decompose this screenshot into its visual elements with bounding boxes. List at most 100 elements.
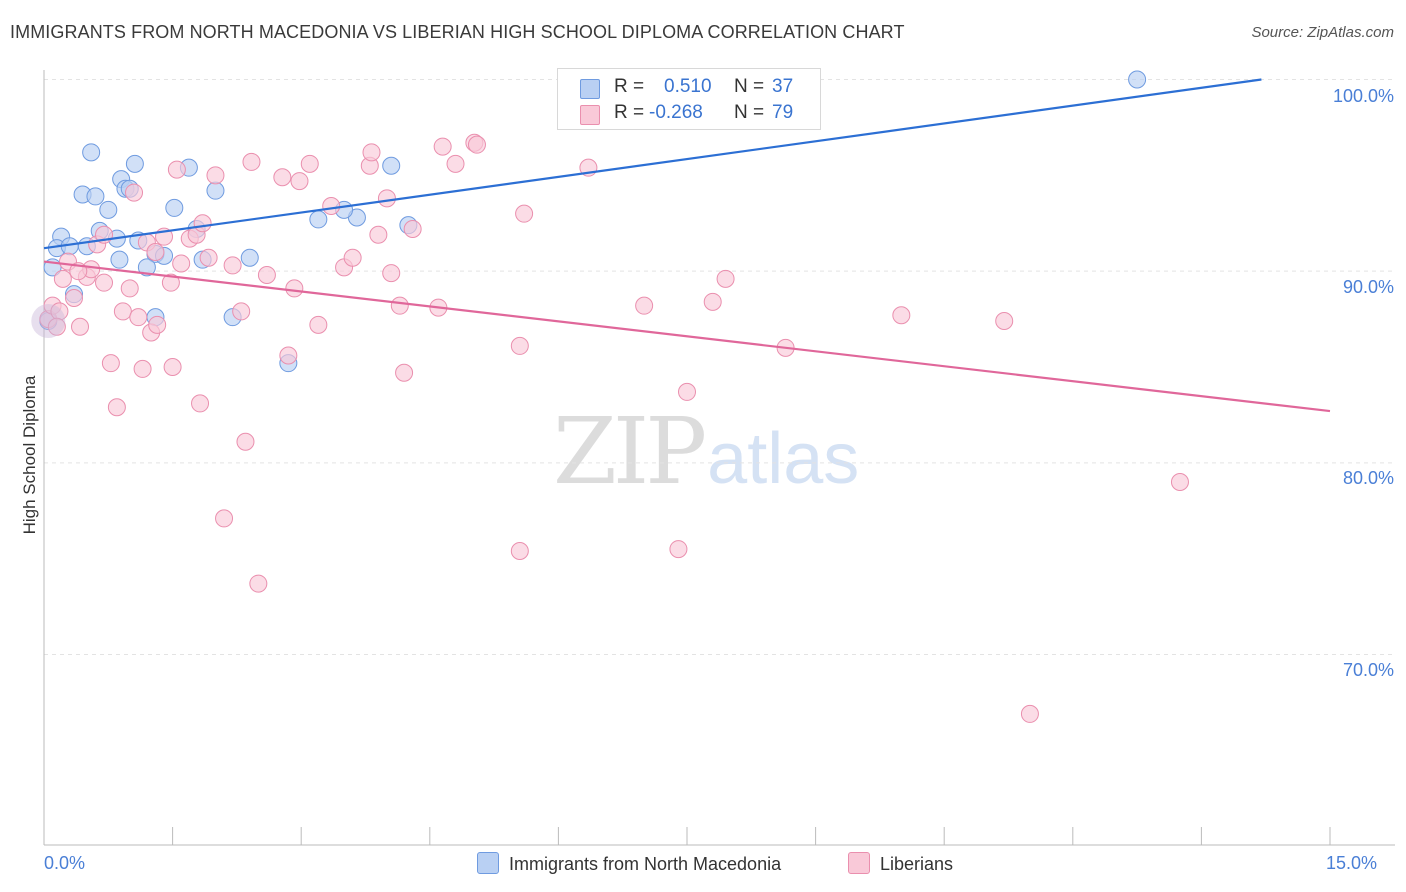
liberian-point [47, 317, 66, 336]
bottom-legend-liberians: Liberians [848, 852, 953, 875]
liberian-point [107, 398, 126, 417]
bottom-legend-swatch-macedonia [477, 852, 499, 874]
liberian-point [300, 154, 319, 173]
liberian-point [161, 273, 180, 292]
macedonia-point [382, 156, 401, 175]
liberian-point [467, 135, 486, 154]
macedonia-point [137, 258, 156, 277]
liberian-point [362, 143, 381, 162]
liberian-point [635, 296, 654, 315]
liberian-point [403, 220, 422, 238]
macedonia-point [82, 143, 101, 162]
liberian-point [206, 166, 225, 185]
correlation-legend: R = 0.510 N = 37 R = -0.268 N = 79 [557, 68, 821, 130]
y-tick-label-80: 80.0% [1342, 468, 1394, 488]
legend-n-value: 37 [772, 76, 794, 97]
liberian-point [1170, 473, 1189, 491]
liberian-point [53, 269, 72, 288]
liberian-point [249, 574, 268, 593]
macedonia-point [240, 248, 259, 267]
legend-r-label: R = [614, 102, 645, 123]
bottom-legend-macedonia: Immigrants from North Macedonia [477, 852, 781, 875]
liberian-point [510, 336, 529, 355]
liberian-point [191, 394, 210, 413]
liberian-point [257, 266, 276, 284]
liberian-point [703, 292, 722, 311]
liberian-point [242, 152, 261, 171]
liberian-point [446, 154, 465, 173]
y-axis-label: High School Diploma [20, 375, 39, 535]
y-tick-label-100: 100.0% [1332, 86, 1394, 106]
liberian-point [377, 189, 396, 208]
macedonia-trend-line [43, 78, 1262, 250]
liberian-point [223, 256, 242, 275]
liberian-trend-line [43, 260, 1331, 413]
liberian-point [510, 542, 529, 560]
legend-r-value: -0.268 [649, 102, 703, 123]
liberian-point [65, 289, 84, 307]
legend-n-label: N = [734, 76, 765, 97]
liberian-point [390, 296, 409, 315]
liberian-point [285, 279, 304, 298]
liberian-point [125, 183, 144, 202]
macedonia-point [1128, 70, 1147, 89]
legend-n-value: 79 [772, 102, 794, 123]
liberian-point [236, 432, 255, 451]
liberian-point [129, 308, 148, 327]
y-tick-label-70: 70.0% [1342, 660, 1394, 680]
bottom-legend-label-liberians: Liberians [880, 854, 954, 874]
liberian-point [167, 160, 186, 179]
macedonia-point [125, 154, 144, 173]
liberian-point [193, 214, 212, 233]
liberian-point [215, 509, 234, 528]
liberian-point [133, 359, 152, 378]
liberian-point [163, 358, 182, 376]
liberian-point [146, 243, 165, 261]
liberian-point [892, 306, 911, 325]
legend-r-value: 0.510 [664, 76, 712, 97]
liberian-point [199, 248, 218, 267]
liberian-point [232, 302, 251, 321]
liberian-point [172, 254, 191, 273]
chart-title: IMMIGRANTS FROM NORTH MACEDONIA VS LIBER… [10, 22, 905, 42]
liberian-point [290, 172, 309, 191]
bottom-legend-label-macedonia: Immigrants from North Macedonia [509, 854, 782, 874]
liberian-point [433, 137, 452, 156]
liberian-point [382, 264, 401, 283]
liberian-point [95, 273, 114, 292]
legend-r-label: R = [614, 76, 645, 97]
liberian-point [995, 312, 1014, 330]
liberian-point [279, 346, 298, 365]
overlap-point [31, 304, 66, 338]
liberian-point [322, 197, 341, 215]
x-tick-label-max: 15.0% [1326, 853, 1378, 873]
bottom-legend-swatch-liberians [848, 852, 870, 874]
liberian-point [678, 382, 696, 401]
macedonia-point [110, 250, 129, 269]
liberian-point [716, 269, 735, 288]
liberian-point [369, 225, 388, 244]
liberian-point [309, 315, 328, 334]
y-tick-label-90: 90.0% [1342, 277, 1394, 297]
source-label: Source: ZipAtlas.com [1251, 24, 1394, 41]
macedonia-point [309, 210, 328, 229]
legend-swatch-liberians [580, 105, 600, 125]
legend-swatch-macedonia [580, 79, 600, 99]
liberian-point [101, 354, 120, 373]
liberian-point [395, 363, 414, 382]
macedonia-point [206, 181, 225, 200]
liberian-point [515, 204, 534, 223]
liberian-point [113, 302, 132, 321]
liberian-point [669, 540, 688, 559]
liberian-point [120, 279, 139, 298]
macedonia-point [165, 198, 184, 217]
liberian-point [148, 315, 167, 334]
macedonia-point [86, 187, 105, 206]
liberian-point [343, 248, 362, 267]
liberian-point [71, 317, 90, 336]
liberian-point [273, 168, 292, 187]
legend-n-label: N = [734, 102, 765, 123]
liberian-point [1020, 704, 1039, 723]
macedonia-point [99, 200, 118, 219]
